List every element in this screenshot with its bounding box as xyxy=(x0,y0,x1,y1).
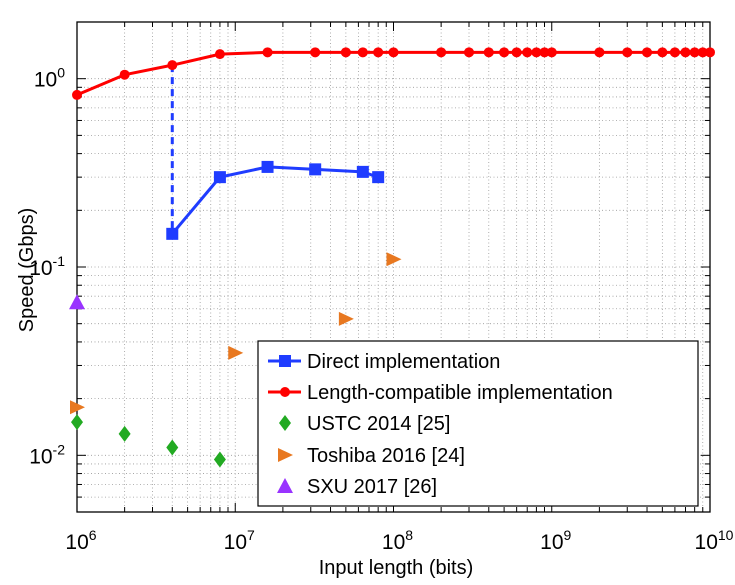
y-tick-label: 10-1 xyxy=(29,253,65,280)
data-point xyxy=(594,47,605,58)
data-point xyxy=(372,171,385,184)
data-point xyxy=(642,47,653,58)
legend: Direct implementation Length-compatible i… xyxy=(257,340,699,507)
legend-swatch-marker xyxy=(280,387,290,397)
x-tick-label: 108 xyxy=(382,527,413,554)
grid-lines xyxy=(77,22,710,512)
data-point xyxy=(340,47,351,58)
legend-box xyxy=(257,340,699,507)
data-point xyxy=(436,47,447,58)
data-point xyxy=(680,47,691,58)
legend-swatch-marker xyxy=(277,478,293,493)
data-point xyxy=(499,47,510,58)
data-point xyxy=(213,171,226,184)
legend-item: SXU 2017 [26] xyxy=(277,476,437,498)
data-point xyxy=(262,47,273,58)
axis-ticks xyxy=(76,21,711,513)
data-point xyxy=(546,47,557,58)
data-point xyxy=(310,47,321,58)
series-ustc-2014-25 xyxy=(71,414,226,468)
data-point xyxy=(697,47,708,58)
series-line xyxy=(76,50,710,97)
data-point xyxy=(119,69,130,80)
data-point xyxy=(69,294,85,310)
data-point xyxy=(622,47,633,58)
y-axis-tick-labels: 10-2 10-1 100 xyxy=(29,65,65,469)
data-point xyxy=(213,451,226,468)
legend-item: USTC 2014 [25] xyxy=(279,413,450,435)
x-axis-title: Input length (bits) xyxy=(319,557,474,579)
data-point xyxy=(386,252,402,267)
data-point xyxy=(464,47,475,58)
y-axis-title: Speed (Gbps) xyxy=(16,208,38,333)
series-sxu-2017-26 xyxy=(69,294,85,310)
data-point xyxy=(531,47,542,58)
series-toshiba-2016-24 xyxy=(70,252,402,415)
data-point xyxy=(705,47,715,58)
legend-label: SXU 2017 [26] xyxy=(307,476,437,498)
legend-label: USTC 2014 [25] xyxy=(307,413,450,435)
legend-item: Length-compatible implementation xyxy=(268,382,613,404)
data-point xyxy=(118,425,131,442)
data-point xyxy=(522,47,533,58)
legend-label: Direct implementation xyxy=(307,351,500,373)
x-tick-label: 1010 xyxy=(695,527,734,554)
series-direct-implementation xyxy=(166,160,385,240)
y-tick-label: 100 xyxy=(34,65,65,92)
data-point xyxy=(356,165,369,178)
data-series xyxy=(69,47,715,468)
legend-swatch-marker xyxy=(279,355,291,367)
data-point xyxy=(70,400,85,415)
data-point xyxy=(657,47,668,58)
data-point xyxy=(338,311,354,326)
data-point xyxy=(166,439,179,456)
data-point xyxy=(71,414,83,431)
x-tick-label: 109 xyxy=(540,527,571,554)
legend-label: Toshiba 2016 [24] xyxy=(307,445,465,467)
data-point xyxy=(689,47,700,58)
data-point xyxy=(357,47,368,58)
data-point xyxy=(228,345,244,360)
data-point xyxy=(388,47,399,58)
data-point xyxy=(539,47,550,58)
data-point xyxy=(166,227,179,240)
legend-swatch-marker xyxy=(278,448,293,462)
series-length-compatible-implementation xyxy=(72,47,715,100)
legend-label: Length-compatible implementation xyxy=(307,382,613,404)
data-point xyxy=(483,47,494,58)
x-tick-label: 107 xyxy=(224,527,255,554)
x-axis-tick-labels: 106 107 108 109 1010 xyxy=(65,527,733,554)
data-point xyxy=(167,60,178,71)
legend-item: Direct implementation xyxy=(268,351,500,373)
x-tick-label: 106 xyxy=(65,527,96,554)
legend-swatch-marker xyxy=(279,415,291,431)
data-point xyxy=(72,89,82,100)
data-point xyxy=(309,163,322,176)
data-point xyxy=(511,47,522,58)
data-point xyxy=(373,47,384,58)
data-point xyxy=(669,47,680,58)
legend-item: Toshiba 2016 [24] xyxy=(278,445,465,467)
data-point xyxy=(214,49,225,60)
data-point xyxy=(261,160,274,173)
y-tick-label: 10-2 xyxy=(29,441,65,468)
